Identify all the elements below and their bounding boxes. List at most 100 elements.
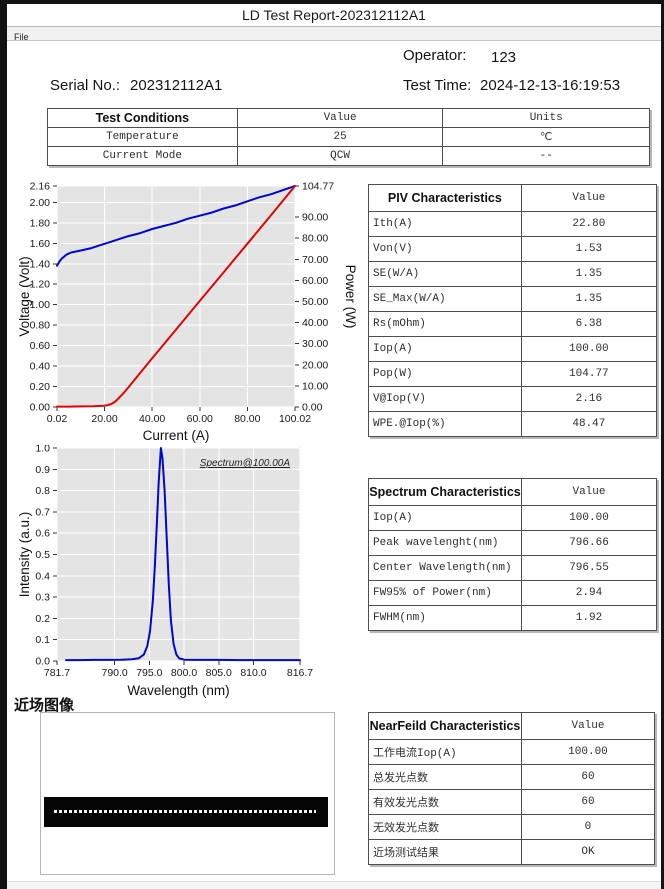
table-row: Center Wavelength(nm) 796.55 xyxy=(368,555,658,581)
table-cell-label: Ith(A) xyxy=(368,211,522,237)
table-cell-label: Temperature xyxy=(47,127,238,147)
svg-text:Wavelength (nm): Wavelength (nm) xyxy=(127,683,229,698)
table-row: Iop(A) 100.00 xyxy=(368,336,658,362)
svg-text:Voltage (Volt): Voltage (Volt) xyxy=(17,256,32,336)
table-row: Rs(mOhm) 6.38 xyxy=(368,311,658,337)
table-cell-value: 1.35 xyxy=(520,261,658,287)
svg-text:0.00: 0.00 xyxy=(302,402,323,414)
piv-characteristics-table: PIV Characteristics Value Ith(A) 22.80 Von(V… xyxy=(368,184,658,437)
svg-text:795.0: 795.0 xyxy=(136,667,162,679)
table-row: Ith(A) 22.80 xyxy=(368,211,658,237)
table-row: 有效发光点数 60 xyxy=(368,789,656,815)
table-row: Temperature 25 ℃ xyxy=(47,127,650,147)
table-cell-value: ℃ xyxy=(442,127,650,147)
table-cell-value: 22.80 xyxy=(520,211,658,237)
table-row: 无效发光点数 0 xyxy=(368,814,656,840)
table-row: Pop(W) 104.77 xyxy=(368,361,658,387)
table-row: Von(V) 1.53 xyxy=(368,236,658,262)
svg-text:0.80: 0.80 xyxy=(30,320,51,332)
svg-text:1.80: 1.80 xyxy=(30,217,51,229)
svg-text:20.00: 20.00 xyxy=(91,413,117,425)
table-cell-label: SE(W/A) xyxy=(368,261,522,287)
table-header-cell: Value xyxy=(520,478,658,506)
svg-text:1.20: 1.20 xyxy=(30,279,51,291)
table-cell-label: V@Iop(V) xyxy=(368,386,522,412)
table-header-cell: Value xyxy=(520,712,656,740)
table-cell-value: 796.66 xyxy=(520,530,658,556)
test-conditions-table: Test Conditions Value Units Temperature 25 ℃ C… xyxy=(47,108,650,166)
table-row: 工作电流Iop(A) 100.00 xyxy=(368,739,656,765)
table-cell-value: 60 xyxy=(520,764,656,790)
nearfield-emitter-dots xyxy=(54,810,316,813)
svg-text:100.02: 100.02 xyxy=(279,413,311,425)
table-cell-label: FW95% of Power(nm) xyxy=(368,580,522,606)
table-row: Peak wavelenght(nm) 796.66 xyxy=(368,530,658,556)
nearfield-characteristics-table: NearFeild Characteristics Value 工作电流Iop(A)… xyxy=(368,712,656,865)
table-header-cell: Units xyxy=(442,108,650,128)
table-cell-label: 近场测试结果 xyxy=(368,839,522,865)
svg-text:40.00: 40.00 xyxy=(302,317,328,329)
table-row: SE(W/A) 1.35 xyxy=(368,261,658,287)
table-row: SE_Max(W/A) 1.35 xyxy=(368,286,658,312)
svg-text:60.00: 60.00 xyxy=(187,413,213,425)
table-cell-label: Iop(A) xyxy=(368,505,522,531)
svg-text:805.0: 805.0 xyxy=(206,667,232,679)
table-cell-value: QCW xyxy=(236,146,444,166)
table-cell-label: 有效发光点数 xyxy=(368,789,522,815)
table-cell-value: 1.92 xyxy=(520,605,658,631)
table-row: V@Iop(V) 2.16 xyxy=(368,386,658,412)
svg-text:0.2: 0.2 xyxy=(35,613,50,625)
svg-text:810.0: 810.0 xyxy=(240,667,266,679)
table-cell-label: FWHM(nm) xyxy=(368,605,522,631)
svg-text:10.00: 10.00 xyxy=(302,380,328,392)
svg-text:50.00: 50.00 xyxy=(302,296,328,308)
nearfield-emitter-bar xyxy=(44,797,328,827)
table-cell-label: Pop(W) xyxy=(368,361,522,387)
spectrum-chart: 0.0 0.1 0.2 0.3 0.4 0.5 0.6 0.7 0.8 0.9 1.0 781.7 79… xyxy=(17,445,313,698)
svg-text:0.5: 0.5 xyxy=(35,549,50,561)
piv-chart: 0.00 0.20 0.40 0.60 0.80 1.00 1.20 1.40 1.60 1.80… xyxy=(17,181,358,444)
table-cell-label: 无效发光点数 xyxy=(368,814,522,840)
table-row: Iop(A) 100.00 xyxy=(368,505,658,531)
table-cell-label: 工作电流Iop(A) xyxy=(368,739,522,765)
table-cell-value: 25 xyxy=(236,127,444,147)
table-header-cell: NearFeild Characteristics xyxy=(368,712,522,740)
operator-label: Operator: xyxy=(403,47,467,64)
table-cell-value: -- xyxy=(442,146,650,166)
svg-text:30.00: 30.00 xyxy=(302,338,328,350)
serial-label: Serial No.: xyxy=(50,77,121,94)
svg-text:0.0: 0.0 xyxy=(35,656,50,668)
table-row: 近场测试结果 OK xyxy=(368,839,656,865)
table-cell-label: Current Mode xyxy=(47,146,238,166)
spectrum-characteristics-table: Spectrum Characteristics Value Iop(A) 100.0… xyxy=(368,478,658,631)
svg-text:0.20: 0.20 xyxy=(30,381,51,393)
svg-text:816.7: 816.7 xyxy=(287,667,313,679)
menu-bar: File xyxy=(7,27,661,42)
table-header-cell: Test Conditions xyxy=(47,108,238,128)
table-cell-value: 1.53 xyxy=(520,236,658,262)
table-cell-label: WPE.@Iop(%) xyxy=(368,411,522,437)
svg-text:0.60: 0.60 xyxy=(30,340,51,352)
svg-text:1.60: 1.60 xyxy=(30,238,51,250)
svg-text:0.4: 0.4 xyxy=(35,570,50,582)
table-cell-value: 796.55 xyxy=(520,555,658,581)
svg-text:1.00: 1.00 xyxy=(30,299,51,311)
svg-text:Power (W): Power (W) xyxy=(343,265,358,329)
svg-text:0.9: 0.9 xyxy=(35,464,50,476)
svg-text:60.00: 60.00 xyxy=(302,275,328,287)
table-header-cell: Spectrum Characteristics xyxy=(368,478,522,506)
test-time-label: Test Time: xyxy=(403,77,472,94)
svg-text:70.00: 70.00 xyxy=(302,254,328,266)
table-cell-label: Iop(A) xyxy=(368,336,522,362)
svg-text:Current (A): Current (A) xyxy=(143,428,210,443)
table-row: FW95% of Power(nm) 2.94 xyxy=(368,580,658,606)
table-cell-value: 100.00 xyxy=(520,336,658,362)
table-header-cell: Value xyxy=(236,108,444,128)
svg-text:20.00: 20.00 xyxy=(302,359,328,371)
svg-text:Spectrum@100.00A: Spectrum@100.00A xyxy=(200,458,291,469)
table-cell-label: Von(V) xyxy=(368,236,522,262)
svg-text:800.0: 800.0 xyxy=(171,667,197,679)
table-cell-value: 0 xyxy=(520,814,656,840)
svg-text:80.00: 80.00 xyxy=(234,413,260,425)
menu-item-file[interactable]: File xyxy=(14,32,29,42)
